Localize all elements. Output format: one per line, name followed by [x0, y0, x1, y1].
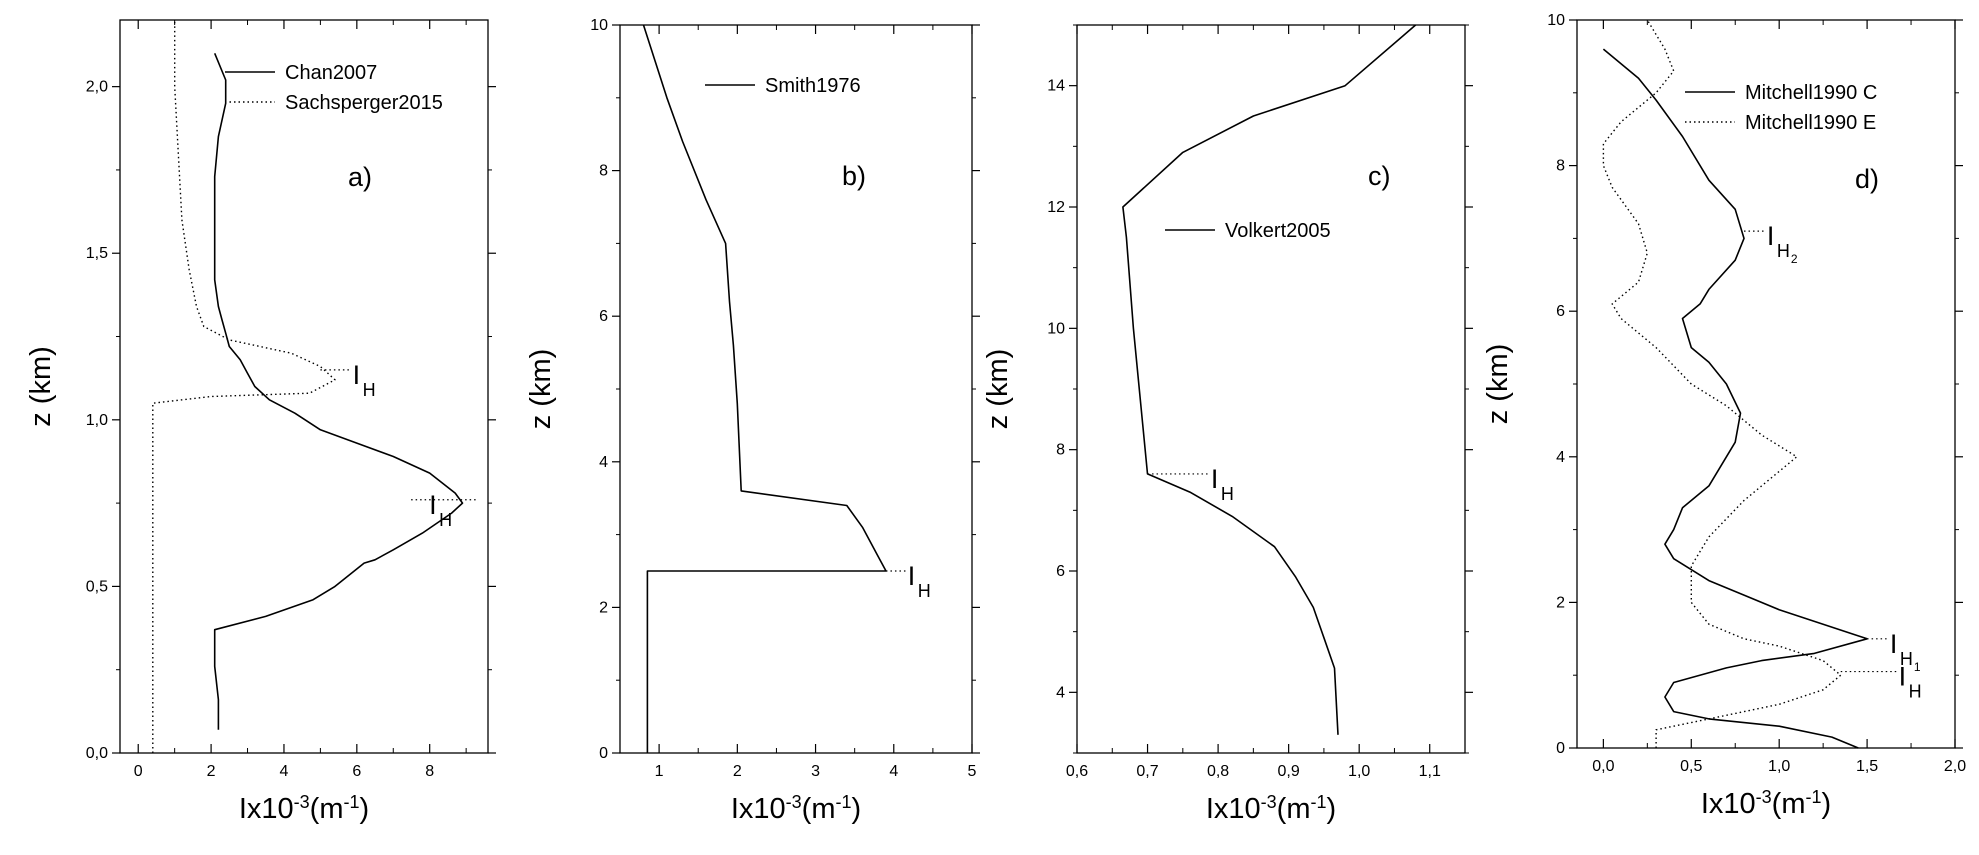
legend-label: Mitchell1990 C [1745, 82, 1877, 104]
x-tick-label: 4 [889, 763, 898, 780]
y-tick-label: 4 [1056, 684, 1065, 701]
x-tick-label: 1 [655, 763, 664, 780]
y-tick-label: 8 [1056, 442, 1065, 459]
y-tick-label: 2 [1556, 594, 1565, 611]
annotation-label: I [1211, 464, 1219, 494]
annotation-subscript: H [918, 581, 931, 601]
x-axis-title: Ix10-3(m-1) [1206, 792, 1336, 825]
plot-frame [119, 19, 489, 754]
y-axis-title: z (km) [525, 349, 557, 430]
y-tick-label: 4 [599, 454, 608, 471]
y-tick-label: 4 [1556, 449, 1565, 466]
legend-label: Mitchell1990 E [1745, 112, 1876, 134]
panel-label: a) [348, 162, 372, 192]
panel-label: b) [842, 161, 866, 191]
x-tick-label: 2 [207, 763, 216, 780]
x-tick-label: 2 [733, 763, 742, 780]
x-tick-label: 3 [811, 763, 820, 780]
x-tick-label: 0,7 [1136, 763, 1158, 780]
annotation-subscript: H [1900, 649, 1913, 669]
y-tick-label: 2 [599, 599, 608, 616]
legend-label: Smith1976 [765, 75, 861, 97]
x-axis-title: Ix10-3(m-1) [731, 792, 861, 825]
y-tick-label: 8 [599, 163, 608, 180]
x-tick-label: 4 [280, 763, 289, 780]
annotation-subscript: H [1777, 241, 1790, 261]
y-tick-label: 10 [590, 17, 608, 34]
panel-a: 0 2 4 6 8 0,0 0,5 1,0 1,5 2,0 Chan2007 Sachsperger2… [25, 19, 496, 825]
y-tick-label: 1,5 [86, 245, 108, 262]
annotation-label: I [908, 561, 916, 591]
x-tick-label: 0,5 [1680, 758, 1702, 775]
x-tick-label: 1,1 [1419, 763, 1441, 780]
x-tick-label: 6 [352, 763, 361, 780]
series-line-smith1976 [642, 24, 887, 753]
plot-frame [1076, 24, 1466, 754]
annotation-subscript: H [1221, 484, 1234, 504]
y-tick-label: 10 [1547, 12, 1565, 29]
y-tick-label: 6 [1056, 563, 1065, 580]
panel-label: d) [1855, 164, 1879, 194]
y-tick-label: 6 [599, 308, 608, 325]
panel-c: 0,6 0,7 0,8 0,9 1,0 1,1 4 6 8 10 12 14 Volkert2005 c)… [982, 24, 1473, 825]
x-axis-title: Ix10-3(m-1) [1701, 787, 1831, 820]
y-axis-title: z (km) [982, 349, 1014, 430]
y-tick-label: 0 [599, 745, 608, 762]
x-tick-label: 8 [425, 763, 434, 780]
y-tick-label: 10 [1047, 320, 1065, 337]
y-tick-label: 6 [1556, 303, 1565, 320]
annotation-subscript: H [439, 510, 452, 530]
x-tick-label: 0,0 [1592, 758, 1614, 775]
panel-d: 0,0 0,5 1,0 1,5 2,0 0 2 4 6 8 10 Mitchell1990 C Mitc… [1482, 12, 1966, 820]
x-tick-label: 1,5 [1856, 758, 1878, 775]
legend-label: Chan2007 [285, 62, 377, 84]
y-tick-label: 1,0 [86, 412, 108, 429]
x-tick-label: 5 [968, 763, 977, 780]
annotation-label: I [1767, 221, 1775, 251]
x-axis-title: Ix10-3(m-1) [239, 792, 369, 825]
panel-label: c) [1368, 161, 1391, 191]
legend-label: Sachsperger2015 [285, 92, 443, 114]
y-tick-label: 14 [1047, 78, 1065, 95]
annotation-subscript: H [1909, 682, 1922, 702]
panel-b: 1 2 3 4 5 0 2 4 6 8 10 Smith1976 b) I H Ix10-3(m-1) z (k… [525, 17, 980, 825]
series-line-mitchell1990-c [1602, 48, 1868, 749]
x-tick-label: 2,0 [1944, 758, 1966, 775]
annotation-label: I [353, 360, 361, 390]
annotation-subsubscript: 1 [1914, 660, 1921, 674]
y-axis-title: z (km) [1482, 344, 1514, 425]
y-tick-label: 12 [1047, 199, 1065, 216]
x-tick-label: 1,0 [1348, 763, 1370, 780]
y-axis-title: z (km) [25, 346, 57, 427]
annotation-label: I [1899, 662, 1907, 692]
annotation-subsubscript: 2 [1791, 252, 1798, 266]
series-line-mitchell1990-e [1602, 19, 1842, 748]
plot-frame [619, 24, 973, 754]
y-tick-label: 0,5 [86, 578, 108, 595]
annotation-subscript: H [363, 380, 376, 400]
y-tick-label: 0 [1556, 740, 1565, 757]
x-tick-label: 0,9 [1278, 763, 1300, 780]
series-line-sachsperger2015 [152, 20, 336, 753]
x-tick-label: 0 [134, 763, 143, 780]
legend-label: Volkert2005 [1225, 220, 1331, 242]
series-line-chan2007 [213, 52, 464, 730]
series-line-volkert2005 [1122, 24, 1417, 735]
annotation-label: I [429, 490, 437, 520]
y-tick-label: 0,0 [86, 745, 108, 762]
x-tick-label: 0,8 [1207, 763, 1229, 780]
x-tick-label: 0,6 [1066, 763, 1088, 780]
x-tick-label: 1,0 [1768, 758, 1790, 775]
y-tick-label: 8 [1556, 158, 1565, 175]
y-tick-label: 2,0 [86, 79, 108, 96]
annotation-label: I [1890, 629, 1898, 659]
